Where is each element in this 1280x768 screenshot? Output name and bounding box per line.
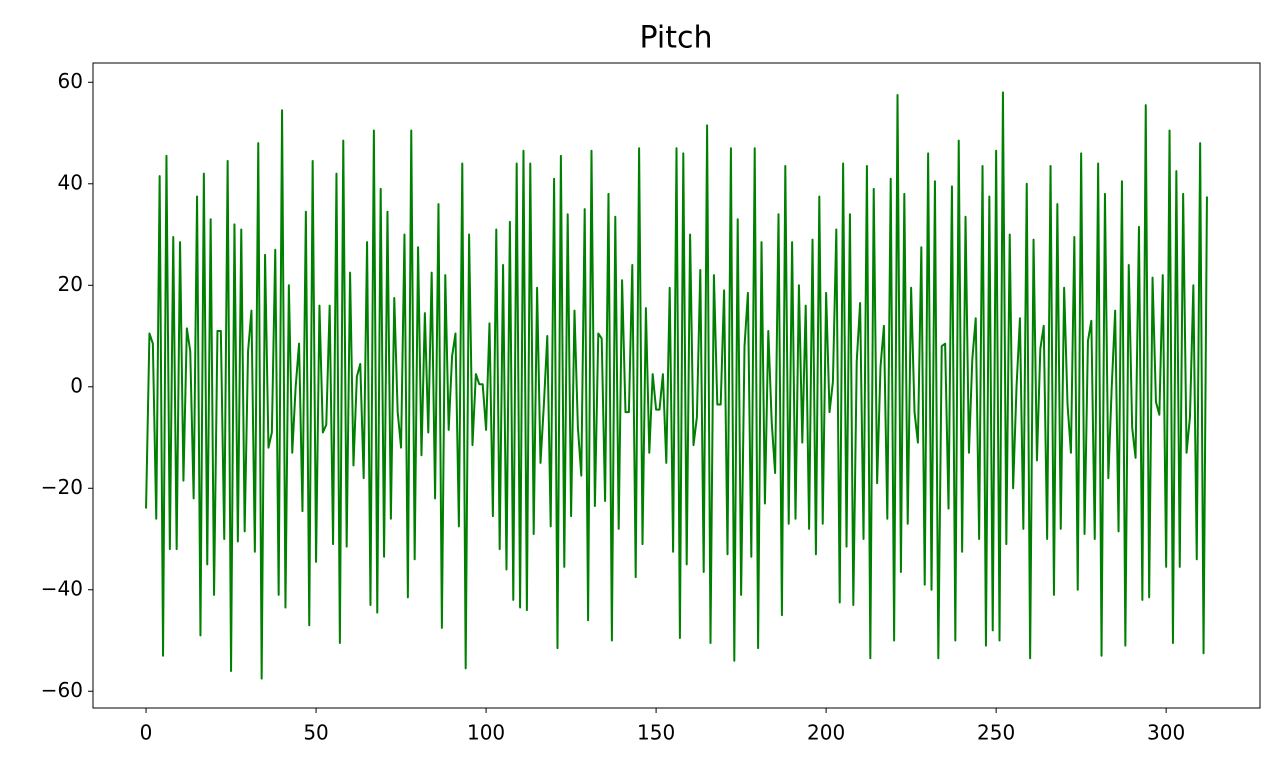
x-tick-label: 200	[807, 721, 845, 745]
x-tick-label: 50	[303, 721, 328, 745]
y-tick-label: 20	[58, 272, 83, 296]
chart-title: Pitch	[639, 21, 712, 56]
data-line	[145, 91, 1208, 680]
y-tick-label: 0	[70, 373, 83, 397]
y-tick-label: 40	[58, 170, 83, 194]
y-tick-label: 60	[58, 69, 83, 93]
x-tick-label: 150	[637, 721, 675, 745]
plot-frame	[92, 62, 1261, 709]
y-tick-label: −60	[41, 678, 83, 702]
y-tick-label: −20	[41, 475, 83, 499]
x-tick-label: 100	[467, 721, 505, 745]
x-tick-label: 0	[140, 721, 153, 745]
x-tick-label: 250	[977, 721, 1015, 745]
y-tick-label: −40	[41, 576, 83, 600]
x-tick-label: 300	[1147, 721, 1185, 745]
